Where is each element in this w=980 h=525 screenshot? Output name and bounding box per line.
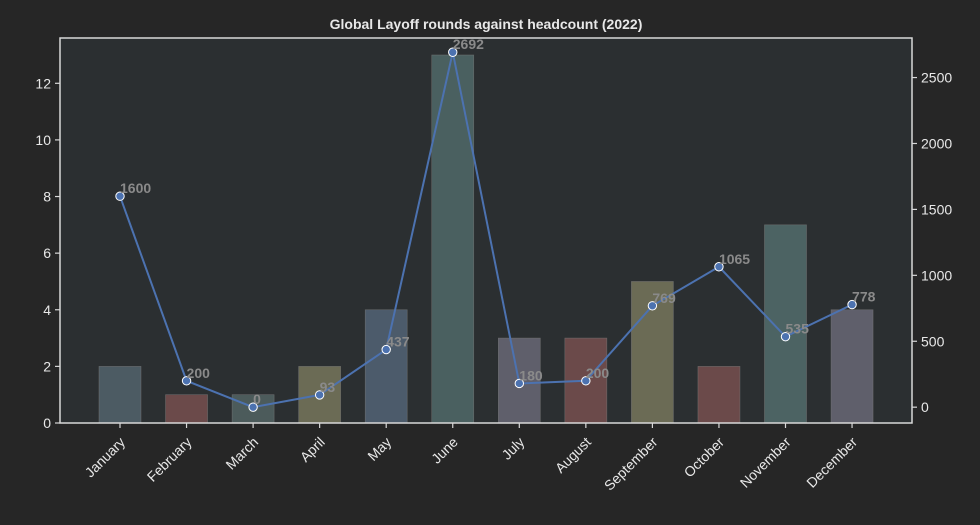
bar-december xyxy=(830,309,874,424)
line-point-january xyxy=(115,191,125,201)
value-label-april: 93 xyxy=(320,379,336,395)
left-tick-label: 12 xyxy=(35,75,51,91)
line-point-december xyxy=(847,299,857,310)
value-label-july: 180 xyxy=(519,367,543,383)
x-tick-label-may: May xyxy=(364,434,394,464)
line-point-september xyxy=(647,301,658,311)
value-label-january: 1600 xyxy=(120,180,151,196)
value-label-december: 778 xyxy=(852,289,876,305)
headcount-line xyxy=(119,52,853,409)
value-label-february: 200 xyxy=(187,365,211,381)
right-y-axis: 0 500 1000 1500 2000 2500 xyxy=(912,70,952,415)
bar-may xyxy=(364,309,408,424)
value-label-may: 437 xyxy=(386,334,410,350)
bar-january xyxy=(98,366,142,424)
x-tick-label-december: December xyxy=(803,434,860,491)
left-tick-label: 10 xyxy=(35,132,51,148)
line-point-may xyxy=(381,344,391,355)
line-point-june xyxy=(448,47,458,57)
line-group xyxy=(115,47,857,412)
left-tick-label: 4 xyxy=(43,302,51,318)
right-tick-label: 1000 xyxy=(921,267,952,283)
x-tick-label-february: February xyxy=(144,434,195,485)
x-tick-label-november: November xyxy=(737,434,794,491)
x-tick-label-june: June xyxy=(428,434,461,467)
left-tick-label: 0 xyxy=(43,415,51,431)
bar-february xyxy=(165,394,208,424)
bar-june xyxy=(431,54,475,424)
x-tick-label-september: September xyxy=(601,434,661,494)
line-point-august xyxy=(581,376,591,386)
chart-title: Global Layoff rounds against headcount (… xyxy=(330,16,643,32)
value-label-october: 1065 xyxy=(719,251,750,267)
right-tick-label: 500 xyxy=(921,333,945,349)
right-tick-label: 1500 xyxy=(921,201,952,217)
x-tick-label-october: October xyxy=(681,434,728,481)
value-labels-group: 1600 200 0 93 437 2692 180 200 769 1065 535 778 xyxy=(120,36,876,407)
x-tick-label-january: January xyxy=(82,434,129,481)
line-point-november xyxy=(780,331,791,342)
right-tick-label: 2500 xyxy=(921,70,952,86)
value-label-november: 535 xyxy=(786,321,810,337)
x-tick-label-march: March xyxy=(222,434,261,473)
x-tick-label-july: July xyxy=(498,434,527,463)
right-tick-label: 2000 xyxy=(921,135,952,151)
x-tick-label-april: April xyxy=(297,434,328,465)
line-point-march xyxy=(248,402,258,412)
left-tick-label: 8 xyxy=(43,189,51,205)
line-point-october xyxy=(714,262,724,272)
x-tick-label-august: August xyxy=(552,434,594,476)
x-axis: January February March April May June July Augu… xyxy=(82,423,860,494)
line-point-july xyxy=(514,378,524,389)
bar-october xyxy=(697,366,741,424)
left-y-axis: 0 2 4 6 8 10 12 xyxy=(35,75,60,431)
left-tick-label: 6 xyxy=(43,245,51,261)
line-point-february xyxy=(181,376,192,386)
value-label-march: 0 xyxy=(253,391,261,407)
value-label-june: 2692 xyxy=(453,36,484,52)
value-label-august: 200 xyxy=(586,365,610,381)
right-tick-label: 0 xyxy=(921,399,929,415)
left-tick-label: 2 xyxy=(43,358,51,374)
plot-frame xyxy=(59,37,913,424)
value-label-september: 769 xyxy=(652,290,676,306)
line-point-april xyxy=(314,390,325,400)
